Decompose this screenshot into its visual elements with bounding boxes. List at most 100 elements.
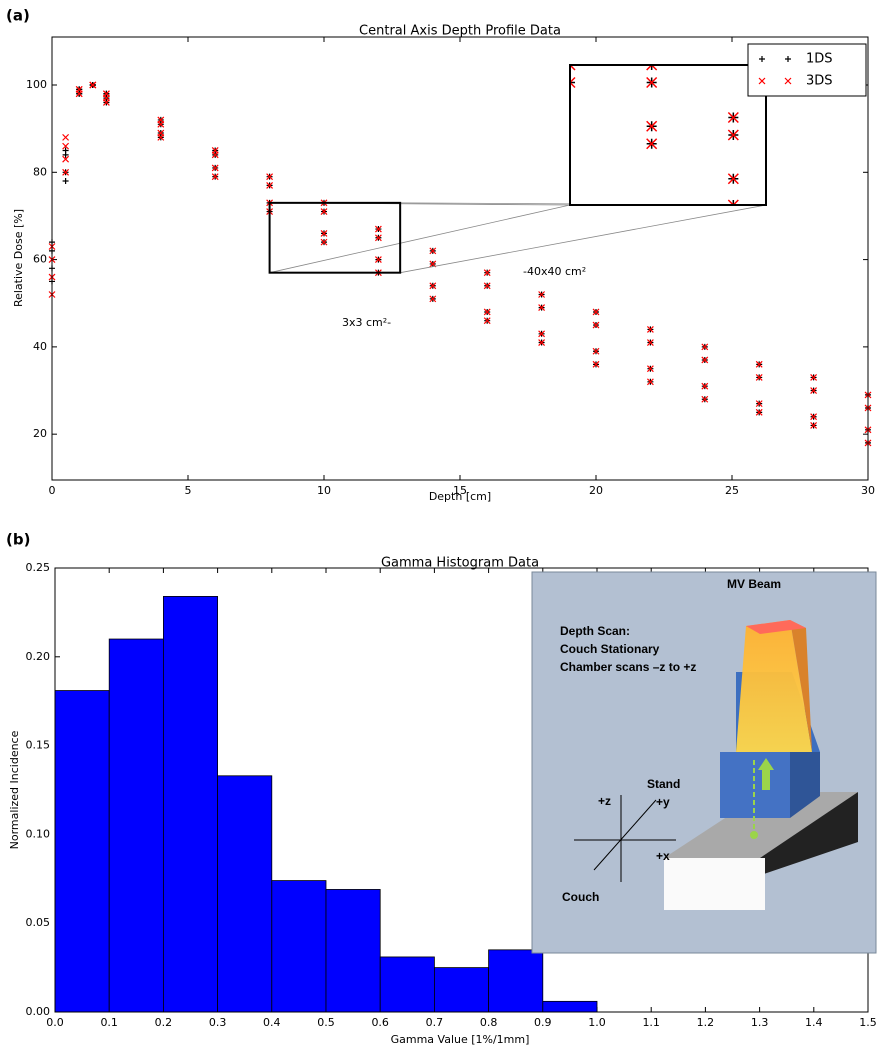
zoom-point: [570, 65, 576, 71]
data-point: [157, 120, 165, 128]
data-point: [538, 330, 546, 338]
data-point: [483, 308, 491, 316]
zoom-point: [570, 76, 576, 89]
zoom-point: [646, 65, 658, 71]
x-tick-label: 0.8: [480, 1016, 498, 1029]
x-tick-label: 1.1: [642, 1016, 660, 1029]
zoom-point: [238, 244, 248, 254]
diagram-label: Couch: [562, 890, 599, 904]
zoom-box: [268, 201, 402, 274]
data-point: [483, 269, 491, 277]
diagram-caption: Couch Stationary: [560, 642, 660, 656]
couch-top: [664, 792, 858, 858]
data-point: [755, 400, 763, 408]
chamber: [750, 831, 758, 839]
data-point: [211, 173, 219, 181]
annotation: 3x3 cm²-: [342, 316, 391, 329]
bar: [433, 967, 489, 1013]
y-tick-label: 0.15: [26, 739, 51, 752]
zoom-point: [810, 183, 820, 193]
legend-marker: [758, 77, 766, 85]
x-tick-label: 0.2: [155, 1016, 173, 1029]
data-point: [810, 422, 818, 429]
data-point: [62, 168, 70, 176]
zoom-point: [810, 253, 820, 263]
diagram-label: +z: [598, 794, 611, 808]
zoom-connector: [400, 204, 767, 274]
x-tick-label: 30: [861, 484, 875, 497]
zoom-connector: [269, 204, 571, 274]
data-point: [102, 99, 110, 106]
bar: [162, 596, 218, 1013]
data-point: [646, 339, 654, 346]
data-point: [374, 256, 382, 264]
beam: [736, 620, 812, 752]
data-point: [75, 90, 83, 98]
data-point: [157, 133, 165, 141]
x-tick-label: 20: [589, 484, 603, 497]
scan-arrow: [758, 758, 774, 790]
data-point: [89, 81, 97, 89]
y-tick-label: 60: [33, 253, 47, 266]
data-point: [755, 360, 763, 368]
zoom-point: [565, 8, 575, 18]
zoom-point: [238, 191, 248, 201]
x-tick-label: 15: [453, 484, 467, 497]
data-point: [538, 291, 546, 298]
data-point: [266, 181, 274, 189]
legend-label: 1DS: [806, 52, 833, 67]
data-point: [701, 382, 709, 390]
data-point: [810, 413, 818, 421]
x-tick-label: 1.0: [588, 1016, 606, 1029]
legend-marker: [785, 56, 791, 62]
x-tick-label: 0.6: [371, 1016, 389, 1029]
chart-title: Central Axis Depth Profile Data: [359, 24, 561, 39]
bar: [54, 690, 110, 1013]
data-point: [592, 308, 600, 316]
data-point: [483, 282, 491, 290]
data-point: [211, 164, 219, 172]
beam-side: [790, 620, 812, 752]
chart-title: Gamma Histogram Data: [381, 556, 539, 571]
zoom-point: [259, 0, 269, 9]
zoom-point: [565, 8, 575, 18]
y-tick-label: 0.00: [26, 1005, 51, 1018]
axis-y: [593, 799, 657, 871]
diagram-title: MV Beam: [727, 577, 781, 591]
x-axis-label: Depth [cm]: [429, 490, 491, 503]
annotation: -40x40 cm²: [523, 265, 586, 278]
data-point: [483, 317, 491, 325]
zoom-point: [238, 174, 248, 184]
zoom-point: [570, 77, 575, 88]
data-point: [266, 173, 274, 181]
data-point: [62, 142, 70, 150]
legend-marker: [784, 77, 792, 85]
data-point: [810, 374, 818, 381]
x-tick-label: 1.4: [805, 1016, 823, 1029]
data-point: [62, 178, 69, 185]
x-tick-label: 0.4: [263, 1016, 281, 1029]
bar: [108, 638, 164, 1013]
data-point: [592, 321, 600, 329]
panel-a: (a) Central Axis Depth Profile Data Dept…: [6, 0, 875, 504]
y-axis-label: Normalized Incidence: [8, 730, 21, 849]
y-tick-label: 0.05: [26, 916, 51, 929]
data-point: [755, 374, 763, 381]
x-tick-label: 0.1: [100, 1016, 118, 1029]
bar: [488, 949, 544, 1013]
data-point: [755, 408, 763, 416]
x-tick-label: 0.3: [209, 1016, 227, 1029]
zoom-point: [238, 218, 248, 228]
zoom-point: [238, 156, 248, 166]
zoom-point: [238, 148, 248, 158]
data-point: [538, 304, 546, 312]
x-tick-label: 0.0: [46, 1016, 64, 1029]
x-tick-label: 0.7: [426, 1016, 444, 1029]
data-point: [62, 133, 70, 141]
bar: [379, 956, 435, 1013]
diagram-label: +y: [656, 795, 670, 809]
zoom-point: [646, 65, 657, 70]
bar: [542, 1000, 598, 1013]
bar: [271, 880, 327, 1013]
data-point: [701, 395, 709, 403]
